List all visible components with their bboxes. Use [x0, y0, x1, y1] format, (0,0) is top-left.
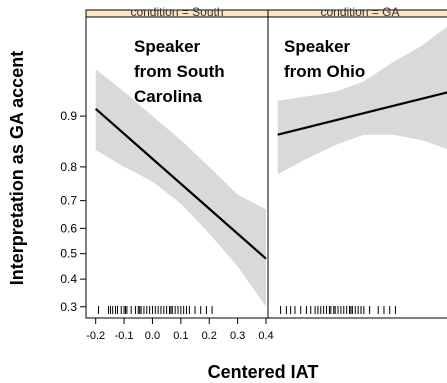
y-tick-label: 0.9	[60, 109, 77, 123]
fit-line-2	[277, 91, 447, 136]
rug-marks	[98, 306, 396, 314]
annotation-line: from Ohio	[284, 62, 365, 81]
x-axis-label: Centered IAT	[208, 362, 319, 382]
fitted-lines	[94, 91, 447, 260]
confidence-band-1	[95, 69, 266, 307]
y-tick-label: 0.7	[60, 194, 77, 208]
panel-frames	[85, 16, 447, 319]
y-tick-label: 0.5	[60, 247, 77, 261]
x-tick-label: 0.4	[258, 330, 273, 342]
x-tick-label: -0.1	[115, 330, 134, 342]
annotation-line: from South	[134, 62, 225, 81]
x-tick-label: 0.2	[202, 330, 217, 342]
panel-annotations: Speaker from South Carolina Speaker from Ohi…	[134, 37, 365, 106]
annotation-line: Speaker	[284, 37, 351, 56]
confidence-band-2	[277, 26, 447, 175]
y-tick-label: 0.3	[60, 300, 77, 314]
y-axis-label: Interpretation as GA accent	[7, 51, 27, 285]
panel-frame-2	[267, 16, 447, 319]
y-tick-label: 0.6	[60, 221, 77, 235]
strip-label-1: condition = South	[130, 5, 223, 19]
x-tick-label: -0.2	[86, 330, 105, 342]
annotation-line: Speaker	[134, 37, 201, 56]
x-tick-label: 0.3	[230, 330, 245, 342]
y-tick-label: 0.8	[60, 160, 77, 174]
strip-label-2: condition = GA	[320, 5, 399, 19]
annotation-line: Carolina	[134, 87, 203, 106]
x-axis: -0.2 -0.1 0.0 0.1 0.2 0.3 0.4	[86, 318, 274, 342]
confidence-bands	[95, 26, 447, 307]
x-tick-label: 0.1	[173, 330, 188, 342]
y-axis: 0.3 0.4 0.5 0.6 0.7 0.8 0.9	[60, 109, 86, 314]
x-tick-label: 0.0	[145, 330, 160, 342]
fit-line-1	[94, 107, 267, 260]
y-tick-label: 0.4	[60, 272, 77, 286]
